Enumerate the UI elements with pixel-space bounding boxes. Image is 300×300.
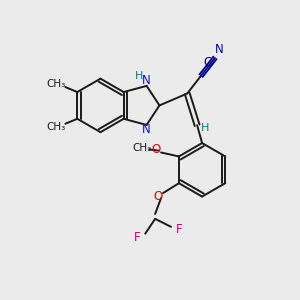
Text: H: H (134, 71, 143, 81)
Text: O: O (152, 143, 161, 156)
Text: N: N (142, 74, 151, 87)
Text: O: O (154, 190, 163, 202)
Text: CH₃: CH₃ (133, 142, 152, 152)
Text: N: N (142, 123, 151, 136)
Text: N: N (214, 44, 223, 56)
Text: F: F (176, 223, 182, 236)
Text: C: C (203, 56, 211, 69)
Text: F: F (134, 231, 141, 244)
Text: CH₃: CH₃ (47, 79, 66, 89)
Text: CH₃: CH₃ (47, 122, 66, 132)
Text: H: H (201, 123, 209, 133)
